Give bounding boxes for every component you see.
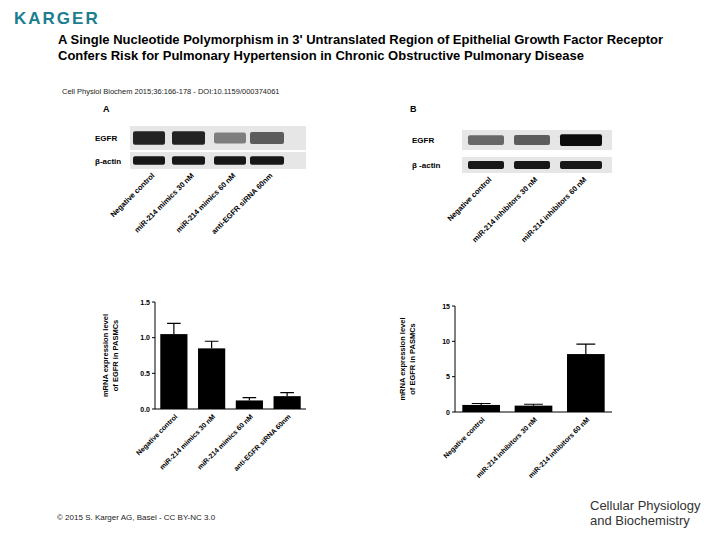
error-bar [524,404,543,405]
bar [160,334,187,409]
y-axis-label: mRNA expression level [101,314,110,397]
blot-band [468,135,504,145]
blot-row-label: EGFR [412,136,434,145]
error-bar [472,404,491,405]
error-bar [167,323,181,334]
figure: KARGER Cell Physiol Biochem 2015;36:166-1… [0,0,720,540]
lane-label: Negative control [445,175,493,223]
bar [274,396,301,409]
blot-band [514,135,550,145]
blot-strip [462,157,612,173]
y-tick-label: 10 [442,338,450,345]
blot-band [214,132,246,143]
journal-logo: Cellular Physiology [590,498,701,513]
y-tick [152,302,155,303]
panel-label: B [410,104,417,114]
blot-band [560,134,602,146]
error-bar [243,398,257,401]
blot-band [172,131,205,145]
y-tick-label: 15 [442,303,450,310]
bar [567,354,605,412]
x-tick-label: anti-EGFR siRNA 60nm [232,413,291,472]
bar [198,348,225,409]
copyright: © 2015 S. Karger AG, Basel - CC BY-NC 3.… [57,513,216,522]
y-tick-label: 1.5 [140,299,150,306]
blot-strip [462,130,612,150]
bar [515,406,553,412]
blot-band [172,156,205,165]
journal-logo: and Biochemistry [590,513,690,528]
error-bar [205,341,219,348]
y-tick [152,409,155,410]
lane-label: miR-214 mimics 60 nM [174,171,237,234]
blot-band [560,161,602,169]
blot-band [250,156,284,165]
blot-band [133,156,165,165]
title: A Single Nucleotide Polymorphism in 3' U… [58,32,668,64]
error-bar [576,344,595,354]
x-tick-label: miR-214 inhibitors 30 nM [475,416,539,480]
error-bar [280,393,294,397]
blot-row-label: β-actin [95,157,121,166]
y-tick [452,341,455,342]
x-tick-label: Negative control [442,416,486,460]
y-tick-label: 5 [446,373,450,380]
y-tick-label: 0.0 [140,406,150,413]
y-axis-label: of EGFR in PASMCs [111,320,120,392]
blot-strip [130,126,306,150]
lane-label: anti-EGFR siRNA 60nm [210,171,275,236]
y-axis-label: of EGFR in PASMCs [408,323,417,395]
blot-strip [130,152,306,169]
blot-band [514,161,550,169]
y-tick-label: 0 [446,409,450,416]
blot-band [250,132,284,144]
y-tick [152,373,155,374]
y-tick [452,376,455,377]
y-tick [452,306,455,307]
y-axis [455,306,456,412]
blot-band [133,131,165,145]
y-axis-label: mRNA expression level [398,317,407,400]
logo: KARGER [14,9,100,28]
x-tick-label: miR-214 inhibitors 60 nM [527,416,591,480]
lane-label: miR-214 inhibitors 60 nM [519,175,588,244]
bars [462,344,604,412]
blot-band [468,161,504,169]
blot-row-label: β -actin [412,161,441,170]
blot-row-label: EGFR [95,134,117,143]
y-axis [155,302,156,409]
citation: Cell Physiol Biochem 2015;36:166-178 - D… [62,87,280,96]
bars [160,323,300,409]
bar [236,400,263,409]
y-tick-label: 0.5 [140,370,150,377]
y-tick [452,412,455,413]
y-tick-label: 1.0 [140,334,150,341]
y-tick [152,337,155,338]
bar [462,405,500,412]
panel-label: A [103,104,110,114]
blot-band [214,156,246,165]
